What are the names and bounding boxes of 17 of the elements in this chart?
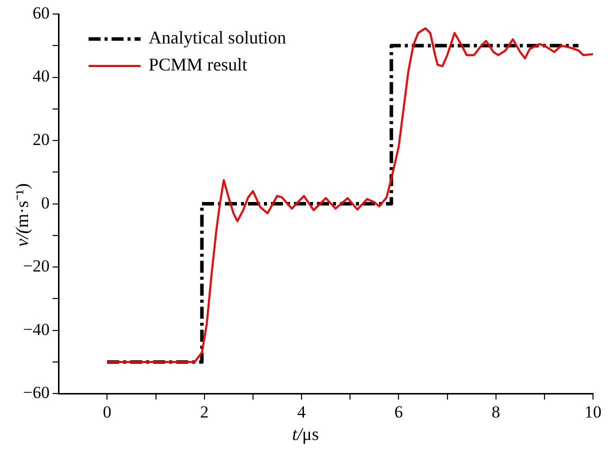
- x-tick-label: 0: [102, 402, 112, 422]
- x-tick-label: 10: [584, 402, 602, 422]
- x-axis-title: t/μs: [291, 424, 320, 445]
- y-tick-label: 0: [41, 193, 50, 212]
- y-tick-label: 20: [32, 130, 50, 149]
- x-tick-label: 6: [394, 402, 403, 422]
- x-tick-label: 2: [200, 402, 209, 422]
- y-axis-title: v/(m·s⁻¹): [11, 183, 33, 247]
- y-tick-label: −20: [22, 256, 50, 276]
- y-tick-label: 60: [32, 3, 50, 22]
- y-tick-label: −60: [22, 383, 50, 402]
- y-tick-label: 40: [32, 66, 50, 86]
- legend-label: PCMM result: [148, 54, 248, 75]
- x-tick-label: 8: [492, 402, 500, 422]
- y-tick-label: −40: [22, 320, 50, 339]
- legend-label: Analytical solution: [148, 28, 286, 48]
- x-tick-label: 4: [297, 402, 306, 422]
